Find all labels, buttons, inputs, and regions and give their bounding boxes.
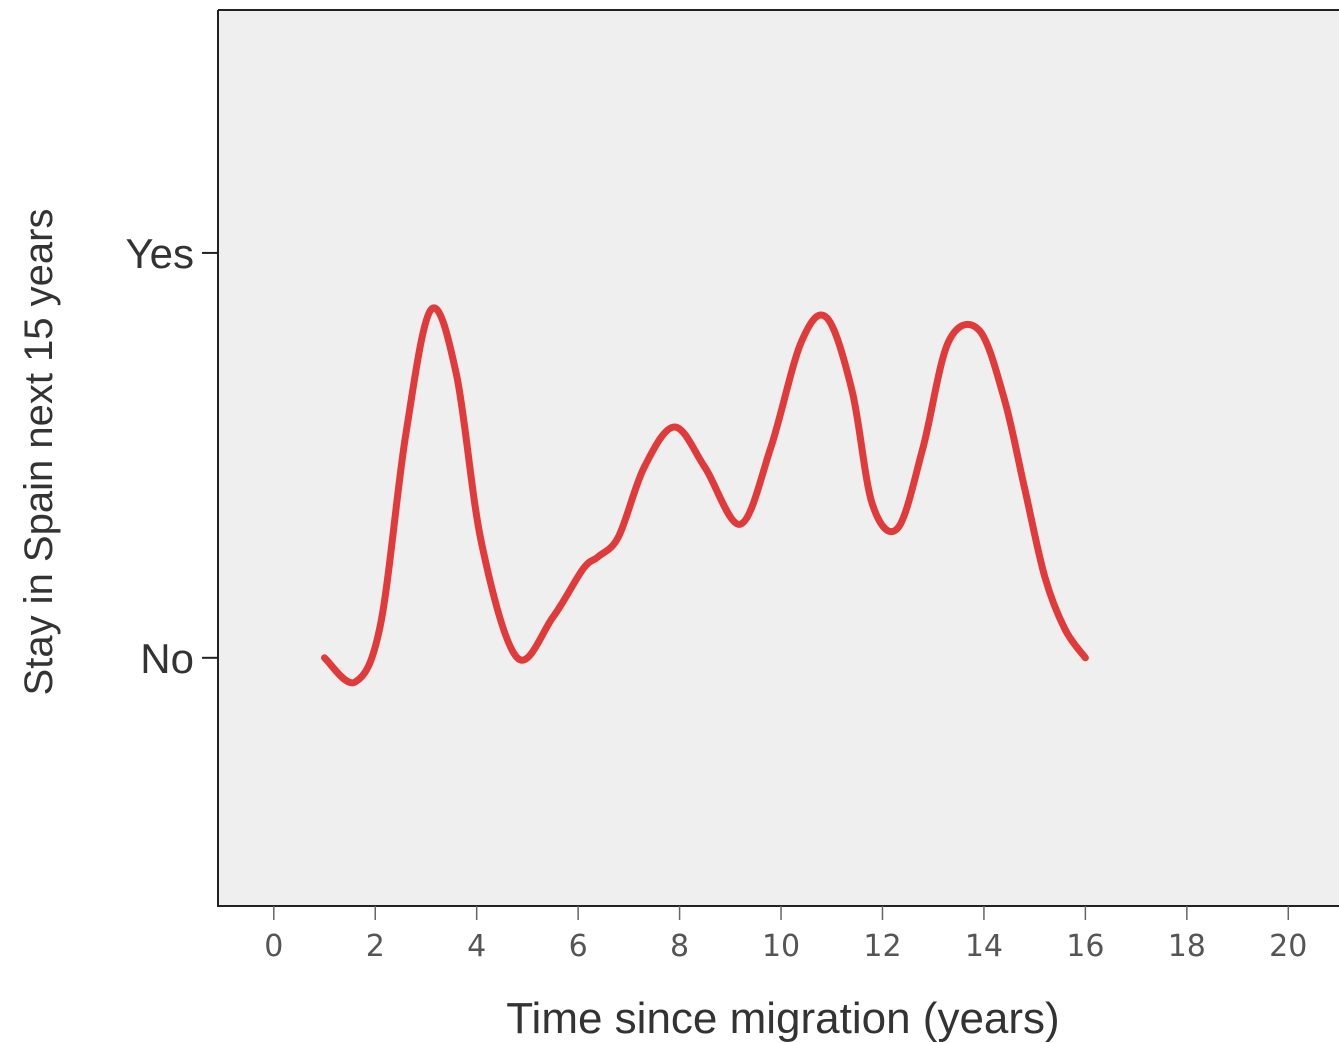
x-tick-label: 20 bbox=[1269, 929, 1307, 964]
plot-area-background bbox=[218, 10, 1339, 906]
x-tick-label: 10 bbox=[762, 929, 800, 964]
series-line bbox=[321, 304, 1089, 687]
x-tick-label: 6 bbox=[569, 929, 588, 964]
y-axis-ticks: No Yes bbox=[125, 230, 218, 682]
x-axis-ticks: 0 2 4 6 8 10 12 14 16 18 20 bbox=[264, 906, 1307, 964]
x-tick-label: 18 bbox=[1168, 929, 1206, 964]
x-tick-label: 2 bbox=[366, 929, 385, 964]
x-tick-label: 4 bbox=[467, 929, 486, 964]
y-tick-label: No bbox=[140, 635, 194, 682]
x-tick-label: 16 bbox=[1066, 929, 1104, 964]
x-tick-label: 12 bbox=[863, 929, 901, 964]
x-tick-label: 0 bbox=[264, 929, 283, 964]
x-tick-label: 8 bbox=[670, 929, 689, 964]
y-axis-title: Stay in Spain next 15 years bbox=[17, 209, 61, 696]
x-axis-title: Time since migration (years) bbox=[506, 994, 1059, 1043]
y-tick-label: Yes bbox=[125, 230, 194, 277]
series-layer bbox=[321, 304, 1089, 687]
x-tick-label: 14 bbox=[965, 929, 1003, 964]
